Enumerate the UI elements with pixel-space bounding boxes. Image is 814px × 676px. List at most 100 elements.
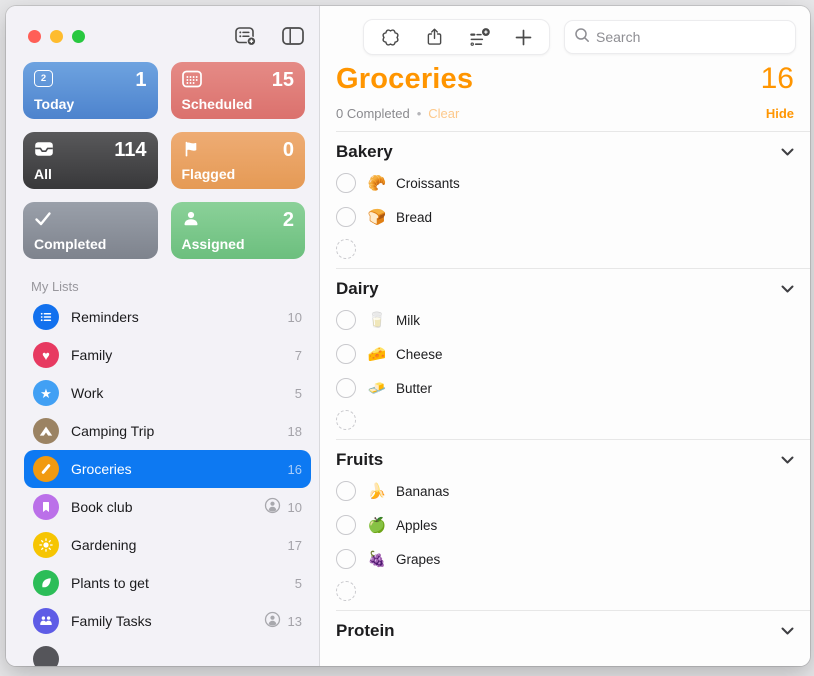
dashed-circle-icon [336, 581, 356, 601]
sidebar-item-reminders[interactable]: Reminders 10 [24, 298, 311, 336]
shared-person-icon [264, 497, 281, 517]
sidebar-item-camping-trip[interactable]: Camping Trip 18 [24, 412, 311, 450]
bookmark-icon [33, 494, 59, 520]
sidebar-item-gardening[interactable]: Gardening 17 [24, 526, 311, 564]
reminder-row[interactable]: 🥐 Croissants [320, 166, 810, 200]
hide-button[interactable]: Hide [765, 106, 794, 121]
section-title: Protein [336, 621, 395, 640]
list-name: Family Tasks [71, 613, 152, 629]
traffic-lights [28, 29, 85, 43]
add-list-icon[interactable] [233, 26, 257, 47]
share-icon[interactable] [424, 27, 445, 48]
today-count: 1 [135, 69, 147, 91]
person-icon [182, 210, 200, 227]
checkbox-circle[interactable] [336, 378, 356, 398]
all-count: 114 [114, 139, 147, 161]
list-name: Groceries [71, 461, 132, 477]
section-fruits: Fruits 🍌 Bananas 🍏 Apples 🍇 Grapes [320, 440, 810, 611]
sidebar-item-book-club[interactable]: Book club 10 [24, 488, 311, 526]
search-field[interactable] [564, 20, 796, 54]
reminder-row[interactable]: 🍏 Apples [320, 508, 810, 542]
list-count: 10 [287, 499, 302, 515]
banana-emoji: 🍌 [367, 483, 387, 500]
section-dairy: Dairy 🥛 Milk 🧀 Cheese 🧈 Butter [320, 269, 810, 440]
clear-button[interactable]: Clear [428, 106, 460, 121]
new-reminder-placeholder[interactable] [320, 405, 810, 435]
checkbox-circle[interactable] [336, 173, 356, 193]
scheduled-label: Scheduled [181, 96, 253, 112]
reminder-row[interactable]: 🍞 Bread [320, 200, 810, 234]
header-divider [336, 131, 810, 132]
smart-card-assigned[interactable]: 2 Assigned [170, 202, 305, 259]
sun-icon [33, 532, 59, 558]
sidebar-item-family[interactable]: ♥ Family 7 [24, 336, 311, 374]
checkbox-circle[interactable] [336, 207, 356, 227]
my-lists-heading: My Lists [31, 279, 79, 294]
checkbox-circle[interactable] [336, 344, 356, 364]
milk-emoji: 🥛 [367, 312, 387, 329]
zoom-button[interactable] [72, 29, 85, 43]
list-count: 7 [294, 347, 302, 363]
sidebar-item-plants-to-get[interactable]: Plants to get 5 [24, 564, 311, 602]
bread-emoji: 🍞 [367, 209, 387, 226]
reminder-row[interactable]: 🍌 Bananas [320, 474, 810, 508]
separator-dot: • [416, 106, 422, 121]
checkbox-circle[interactable] [336, 481, 356, 501]
apple-emoji: 🍏 [367, 517, 387, 534]
search-input[interactable] [596, 29, 786, 45]
chevron-down-icon[interactable] [781, 285, 794, 293]
add-reminder-icon[interactable] [514, 28, 533, 47]
list-name: Family [71, 347, 113, 363]
sidebar: 2 1 Today 15 Scheduled [6, 6, 320, 666]
search-icon [574, 27, 590, 48]
dashed-circle-icon [336, 410, 356, 430]
reminder-title: Milk [396, 312, 420, 328]
smart-card-all[interactable]: 114 All [23, 132, 158, 189]
sidebar-item-clipped[interactable] [24, 640, 311, 666]
checkbox-circle[interactable] [336, 310, 356, 330]
flagged-label: Flagged [181, 166, 236, 182]
section-title: Bakery [336, 142, 393, 161]
reminder-row[interactable]: 🧈 Butter [320, 371, 810, 405]
family-icon [33, 608, 59, 634]
reminder-title: Apples [396, 517, 438, 533]
reminder-row[interactable]: 🍇 Grapes [320, 542, 810, 576]
tray-icon [34, 140, 54, 158]
toolbar-icon-group [363, 19, 550, 55]
checkbox-circle[interactable] [336, 549, 356, 569]
main-toolbar [320, 6, 810, 58]
chevron-down-icon[interactable] [781, 148, 794, 156]
reminder-row[interactable]: 🧀 Cheese [320, 337, 810, 371]
assigned-label: Assigned [181, 236, 245, 252]
clipped-list-icon [33, 646, 59, 666]
star-icon: ★ [33, 380, 59, 406]
list-name: Camping Trip [71, 423, 155, 439]
chevron-down-icon[interactable] [781, 456, 794, 464]
reminder-row[interactable]: 🥛 Milk [320, 303, 810, 337]
close-button[interactable] [28, 29, 41, 43]
smart-card-flagged[interactable]: 0 Flagged [170, 132, 305, 189]
minimize-button[interactable] [50, 29, 63, 43]
reminder-title: Cheese [396, 346, 443, 362]
new-reminder-placeholder[interactable] [320, 234, 810, 264]
new-reminder-placeholder[interactable] [320, 576, 810, 606]
dashed-circle-icon [336, 239, 356, 259]
section-title: Dairy [336, 279, 379, 298]
smart-card-scheduled[interactable]: 15 Scheduled [170, 62, 305, 119]
add-section-icon[interactable] [468, 27, 491, 48]
smart-card-completed[interactable]: Completed [23, 202, 158, 259]
sidebar-item-groceries[interactable]: Groceries 16 [24, 450, 311, 488]
toggle-sidebar-icon[interactable] [281, 26, 305, 46]
scheduled-count: 15 [271, 69, 294, 91]
list-name: Plants to get [71, 575, 149, 591]
list-count: 16 [287, 461, 302, 477]
chevron-down-icon[interactable] [781, 627, 794, 635]
sidebar-item-family-tasks[interactable]: Family Tasks 13 [24, 602, 311, 640]
sidebar-item-work[interactable]: ★ Work 5 [24, 374, 311, 412]
shared-person-icon [264, 611, 281, 631]
reminder-title: Bread [396, 209, 433, 225]
section-header: Dairy [320, 269, 810, 303]
checkbox-circle[interactable] [336, 515, 356, 535]
smart-card-today[interactable]: 2 1 Today [23, 62, 158, 119]
seal-icon[interactable] [380, 27, 401, 48]
